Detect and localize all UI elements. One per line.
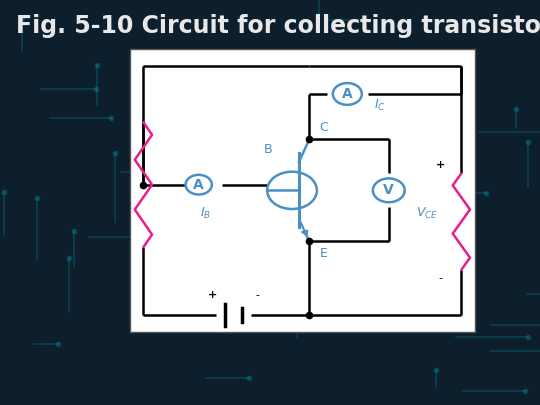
Text: A: A [342, 87, 353, 101]
Text: A: A [193, 178, 204, 192]
Circle shape [373, 179, 404, 202]
Text: $I_C$: $I_C$ [374, 98, 386, 113]
Text: $V_{CE}$: $V_{CE}$ [416, 205, 438, 221]
FancyArrow shape [299, 219, 308, 236]
Circle shape [333, 83, 362, 105]
Text: B: B [264, 143, 272, 156]
Circle shape [267, 172, 317, 209]
Text: -: - [255, 290, 260, 300]
Text: Fig. 5-10 Circuit for collecting transistor data.: Fig. 5-10 Circuit for collecting transis… [16, 14, 540, 38]
Text: +: + [208, 290, 217, 300]
Circle shape [186, 175, 212, 194]
Text: E: E [320, 247, 328, 260]
Text: -: - [438, 273, 443, 283]
Text: +: + [436, 160, 446, 170]
Text: V: V [383, 183, 394, 197]
Text: C: C [320, 121, 328, 134]
Bar [130, 49, 475, 332]
Text: $I_B$: $I_B$ [200, 205, 211, 221]
